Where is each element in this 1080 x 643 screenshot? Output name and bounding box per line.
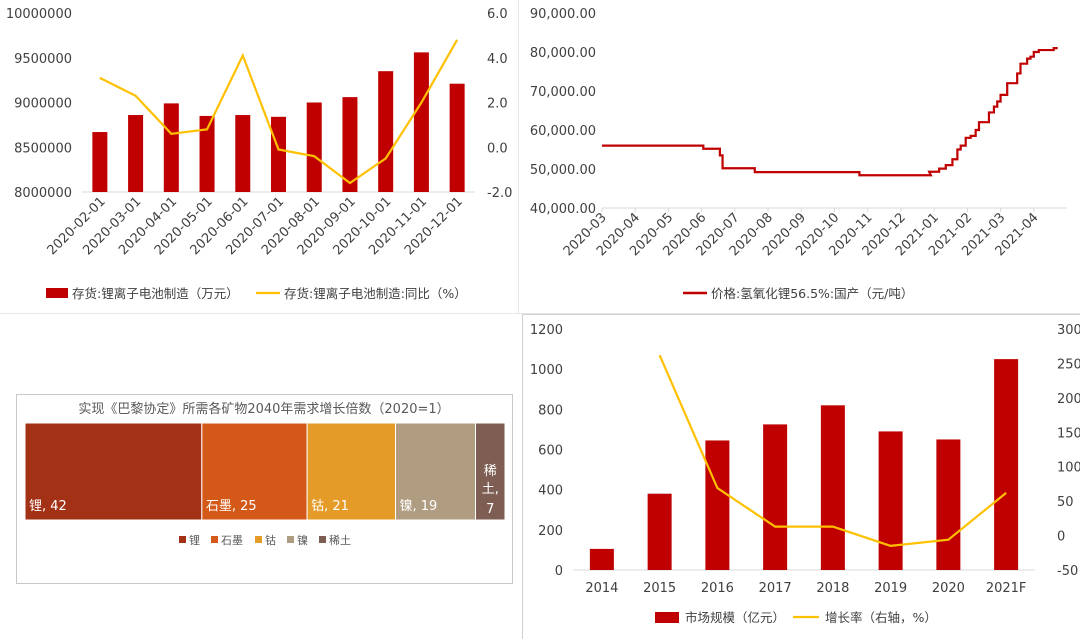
- mineral-demand-box: 实现《巴黎协定》所需各矿物2040年需求增长倍数（2020=1） 锂, 42 石墨,…: [16, 394, 513, 584]
- legend-swatch-inventory: [46, 288, 68, 298]
- legend-swatch: [287, 536, 294, 543]
- legend-label: 石墨: [221, 534, 243, 547]
- x-tick-label: 2016: [701, 581, 734, 596]
- bar-inventory: [449, 83, 465, 192]
- y-tick-label: 90,000.00: [530, 7, 596, 22]
- segment-label: 镍, 19: [400, 499, 438, 514]
- y-right-tick-label: -2.0: [487, 186, 512, 201]
- y-tick-label: 1000: [530, 363, 563, 378]
- legend-swatch-market: [655, 612, 679, 623]
- bar-inventory: [163, 103, 179, 192]
- bar-segment: [201, 422, 308, 521]
- bar-inventory: [413, 52, 429, 192]
- y-tick-label: 10000000: [6, 7, 72, 22]
- y-tick-label: 50,000.00: [530, 163, 596, 178]
- y-right-tick-label: 50: [1057, 495, 1074, 510]
- x-tick-label: 2014: [585, 581, 618, 596]
- bar-inventory: [306, 102, 322, 192]
- y-tick-label: 800: [538, 403, 563, 418]
- line-yoy: [99, 39, 459, 185]
- mineral-demand-panel: 实现《巴黎协定》所需各矿物2040年需求增长倍数（2020=1） 锂, 42 石墨,…: [0, 314, 522, 638]
- bar-inventory: [92, 132, 108, 192]
- line-growth-rate: [658, 354, 1007, 548]
- segment-label-line: 土,: [482, 482, 499, 497]
- y-tick-label: 80,000.00: [530, 46, 596, 61]
- x-tick-label: 2015: [643, 581, 676, 596]
- y-right-tick-label: 6.0: [487, 7, 508, 22]
- x-tick-label: 2018: [816, 581, 849, 596]
- x-tick-label: 2019: [874, 581, 907, 596]
- bar-inventory: [342, 97, 358, 192]
- bar-segment: [24, 422, 203, 521]
- y-right-tick-label: 150: [1057, 426, 1080, 441]
- segment-label: 锂, 42: [29, 499, 67, 514]
- bar-market-size: [936, 439, 961, 570]
- market-size-chart-panel: 1200 1000 800 600 400 200 0 300 250 200 150 100 50 0 -…: [522, 314, 1080, 639]
- y-right-tick-label: 2.0: [487, 97, 508, 112]
- y-tick-label: 0: [555, 564, 563, 579]
- y-tick-label: 40,000.00: [530, 202, 596, 217]
- x-tick-label: 2017: [759, 581, 792, 596]
- mineral-demand-chart: 实现《巴黎协定》所需各矿物2040年需求增长倍数（2020=1） 锂, 42 石墨,…: [24, 401, 506, 547]
- y-tick-label: 400: [538, 484, 563, 499]
- y-right-tick-label: 250: [1057, 357, 1080, 372]
- inventory-chart: 10000000 9500000 9000000 8500000 8000000 6.0 4…: [6, 7, 513, 301]
- legend-label: 锂: [189, 533, 200, 547]
- market-size-chart: 1200 1000 800 600 400 200 0 300 250 200 150 100 50 0 -…: [530, 323, 1080, 625]
- y-tick-label: 200: [538, 524, 563, 539]
- bar-market-size: [647, 493, 672, 570]
- inventory-chart-panel: 10000000 9500000 9000000 8500000 8000000 6.0 4…: [0, 0, 519, 314]
- y-tick-label: 9000000: [14, 97, 72, 112]
- legend-label-yoy: 存货:锂离子电池制造:同比（%）: [284, 286, 467, 301]
- legend-label: 镍: [297, 533, 308, 547]
- x-tick-label: 2021F: [986, 581, 1027, 596]
- line-lithium-price: [602, 46, 1058, 177]
- bar-segment: [395, 422, 477, 521]
- lithium-price-chart-panel: 90,000.00 80,000.00 70,000.00 60,000.00 50,0…: [519, 0, 1080, 314]
- bar-segment: [475, 422, 506, 521]
- x-tick-label: 2020: [932, 581, 965, 596]
- legend-label-price: 价格:氢氧化锂56.5%:国产（元/吨）: [711, 286, 913, 301]
- legend-swatch: [319, 536, 326, 543]
- bar-market-size: [878, 431, 903, 570]
- y-right-tick-label: -50: [1057, 564, 1078, 579]
- bar-inventory: [235, 115, 251, 192]
- y-right-tick-label: 200: [1057, 392, 1080, 407]
- chart-title: 实现《巴黎协定》所需各矿物2040年需求增长倍数（2020=1）: [78, 401, 449, 417]
- y-tick-label: 70,000.00: [530, 85, 596, 100]
- y-right-tick-label: 300: [1057, 323, 1080, 338]
- segment-label: 钴, 21: [311, 499, 349, 514]
- legend-label: 钴: [265, 533, 276, 547]
- legend-swatch: [211, 536, 218, 543]
- bar-market-size: [820, 405, 845, 570]
- segment-label: 石墨, 25: [206, 499, 257, 514]
- y-right-tick-label: 0.0: [487, 141, 508, 156]
- bar-inventory: [128, 115, 144, 192]
- lithium-price-chart: 90,000.00 80,000.00 70,000.00 60,000.00 50,0…: [530, 7, 1067, 301]
- segment-label-line: 7: [486, 502, 494, 517]
- legend-label: 稀土: [329, 534, 351, 547]
- legend-label-market: 市场规模（亿元）: [685, 610, 785, 625]
- y-tick-label: 8000000: [14, 186, 72, 201]
- bar-inventory: [378, 71, 394, 192]
- y-tick-label: 9500000: [14, 52, 72, 67]
- bar-market-size: [994, 359, 1019, 570]
- bar-market-size: [589, 548, 614, 570]
- y-tick-label: 60,000.00: [530, 124, 596, 139]
- bar-inventory: [271, 116, 286, 192]
- legend-swatch: [255, 536, 262, 543]
- segment-label-line: 稀: [484, 464, 497, 479]
- y-right-tick-label: 100: [1057, 461, 1080, 476]
- y-right-tick-label: 0: [1057, 530, 1065, 545]
- bar-inventory: [199, 115, 215, 192]
- legend-swatch: [179, 536, 186, 543]
- y-tick-label: 1200: [530, 323, 563, 338]
- legend-label-growth: 增长率（右轴，%）: [825, 610, 937, 625]
- y-tick-label: 8500000: [14, 141, 72, 156]
- y-tick-label: 600: [538, 444, 563, 459]
- y-right-tick-label: 4.0: [487, 52, 508, 67]
- bar-market-size: [763, 424, 788, 570]
- legend-label-inventory: 存货:锂离子电池制造（万元）: [72, 286, 239, 301]
- bar-market-size: [705, 440, 730, 570]
